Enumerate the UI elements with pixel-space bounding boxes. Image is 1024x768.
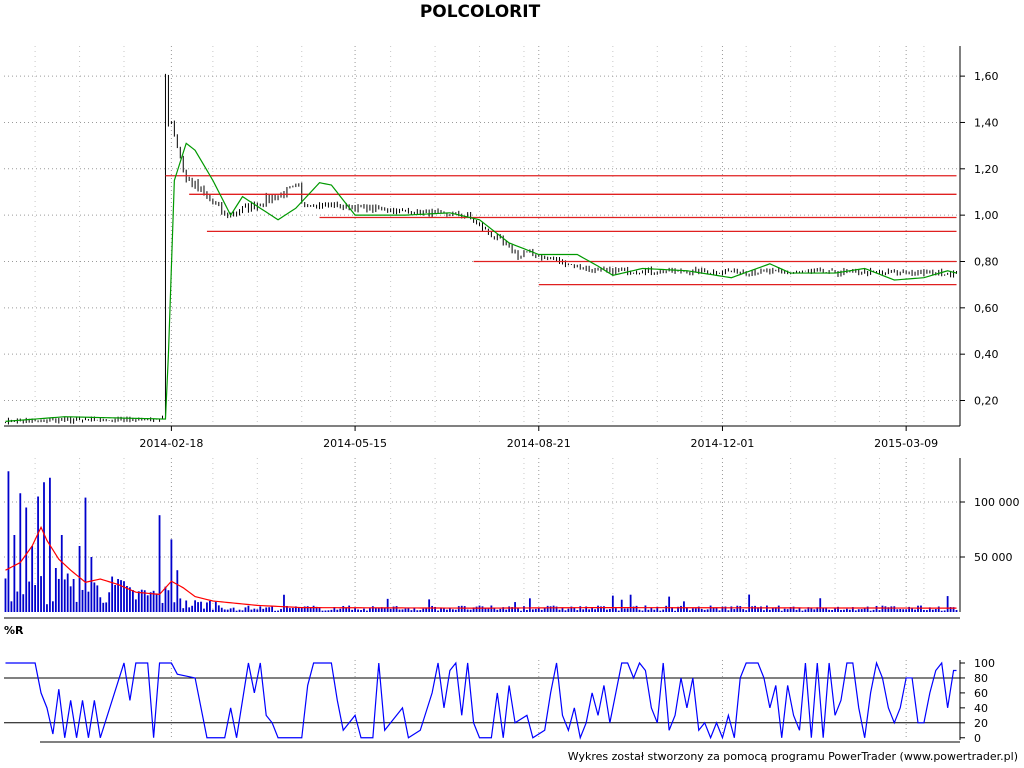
williams-r-line xyxy=(5,660,957,740)
price-y-tick-label: 1,60 xyxy=(974,70,999,83)
price-y-tick-label: 1,00 xyxy=(974,209,999,222)
williams-y-tick-label: 60 xyxy=(974,687,988,700)
date-tick-label: 2015-03-09 xyxy=(874,437,938,450)
williams-y-tick-label: 40 xyxy=(974,702,988,715)
date-tick-label: 2014-05-15 xyxy=(323,437,387,450)
footer-credit: Wykres został stworzony za pomocą progra… xyxy=(567,750,1018,763)
price-y-tick-label: 0,20 xyxy=(974,395,999,408)
price-y-tick-label: 1,40 xyxy=(974,116,999,129)
volume-y-tick-label: 50 000 xyxy=(974,551,1013,564)
price-y-tick-label: 1,20 xyxy=(974,163,999,176)
date-tick-label: 2014-08-21 xyxy=(507,437,571,450)
price-y-tick-label: 0,60 xyxy=(974,302,999,315)
williams-panel-label: %R xyxy=(4,624,24,637)
price-y-tick-label: 0,40 xyxy=(974,348,999,361)
williams-y-tick-label: 0 xyxy=(974,732,981,745)
date-tick-label: 2014-12-01 xyxy=(690,437,754,450)
williams-y-tick-label: 100 xyxy=(974,657,995,670)
price-y-tick-label: 0,80 xyxy=(974,255,999,268)
williams-y-tick-label: 80 xyxy=(974,672,988,685)
volume-y-tick-label: 100 000 xyxy=(974,496,1020,509)
volume-moving-average xyxy=(5,525,957,609)
date-tick-label: 2014-02-18 xyxy=(139,437,203,450)
williams-y-tick-label: 20 xyxy=(974,717,988,730)
chart-title: POLCOLORIT xyxy=(419,2,541,22)
price-moving-average xyxy=(5,142,957,422)
